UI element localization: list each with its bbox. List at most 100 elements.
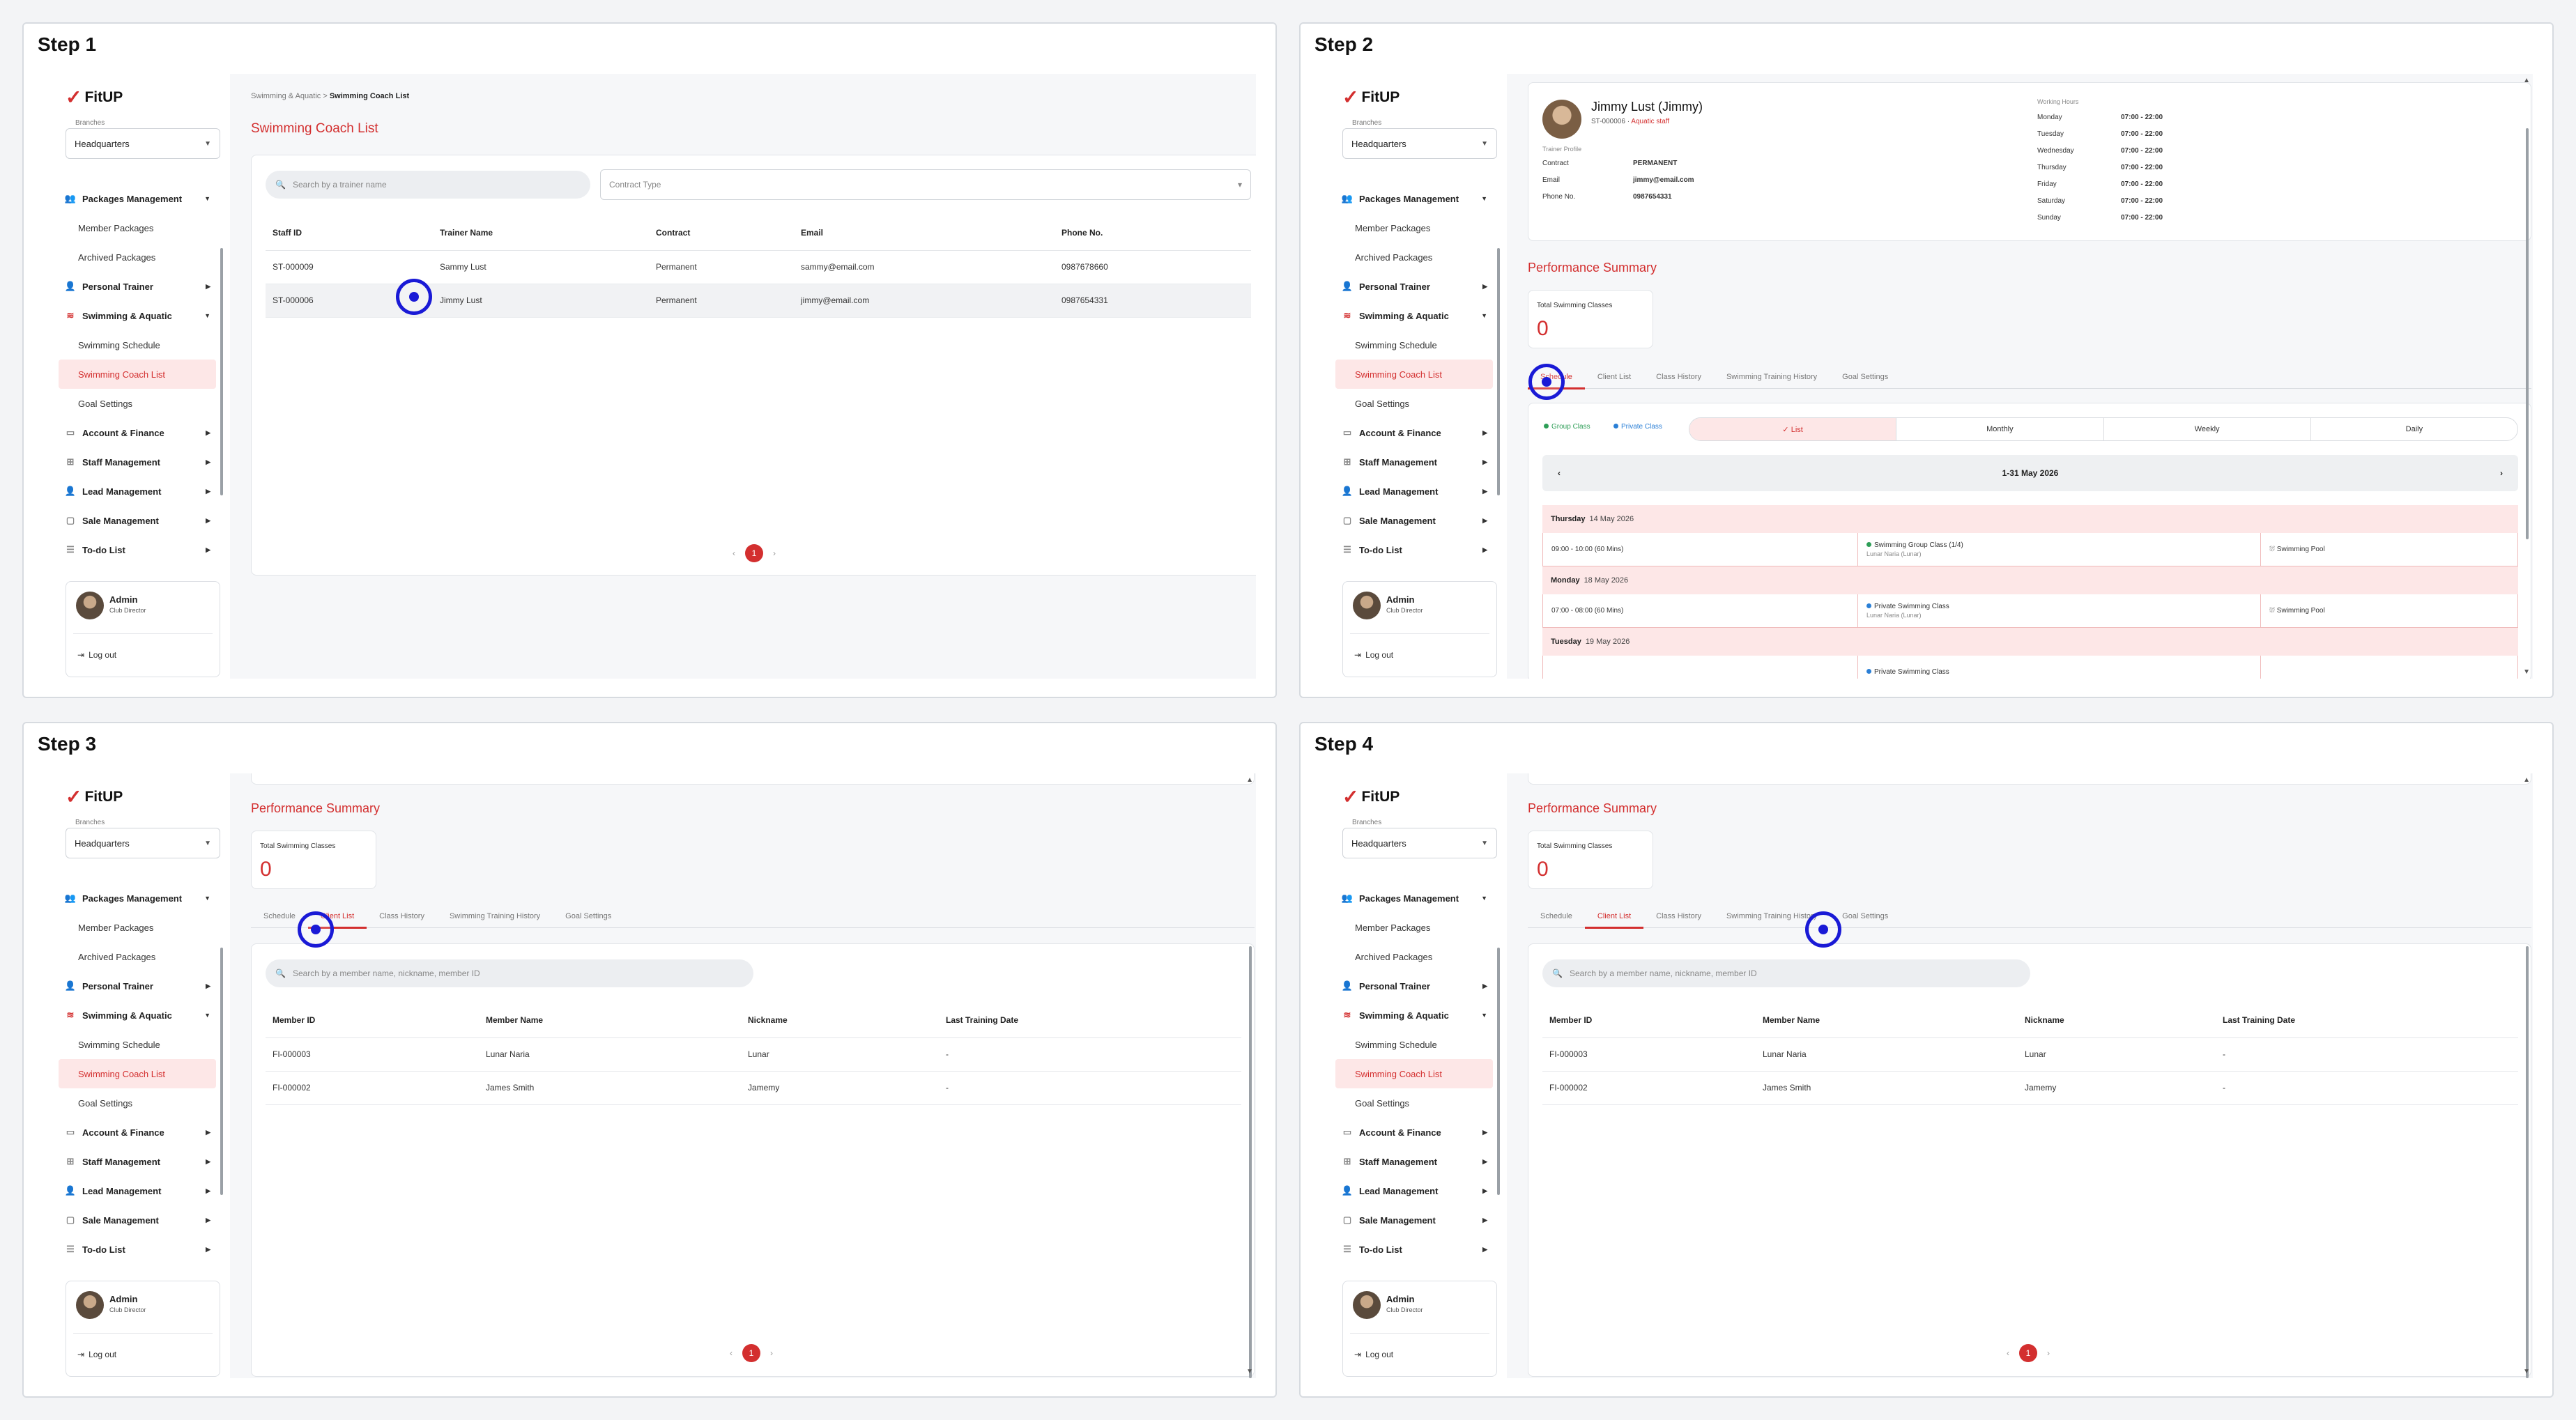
sidebar-item-lead[interactable]: 👤 Lead Management ▶ <box>64 486 210 497</box>
sidebar-item-swimming[interactable]: ≋ Swimming & Aquatic ▼ <box>59 301 216 330</box>
logout-button[interactable]: ⇥ Log out <box>77 650 117 660</box>
sidebar-item-personal-trainer[interactable]: 👤 Personal Trainer ▶ <box>64 281 210 292</box>
tab-class-history[interactable]: Class History <box>1656 911 1701 920</box>
breadcrumb-parent[interactable]: Swimming & Aquatic <box>251 92 321 100</box>
tab-goal-settings[interactable]: Goal Settings <box>565 911 612 920</box>
prev-month-icon[interactable]: ‹ <box>1558 468 1561 478</box>
branch-select[interactable]: Headquarters ▼ <box>66 828 220 858</box>
sidebar-item-swimming-schedule[interactable]: Swimming Schedule <box>78 339 160 350</box>
sidebar-item-staff[interactable]: ⊞ Staff Management ▶ <box>59 447 216 477</box>
table-row[interactable]: FI-000002 James Smith Jamemy - <box>266 1071 1241 1105</box>
sidebar-item-personal-trainer[interactable]: 👤 Personal Trainer ▶ <box>1341 281 1487 292</box>
sidebar-scrollbar[interactable] <box>220 168 223 600</box>
logout-button[interactable]: ⇥ Log out <box>1354 1350 1394 1359</box>
sidebar-item-swimming[interactable]: ≋ Swimming & Aquatic ▼ <box>1335 301 1493 330</box>
sidebar-item-account[interactable]: ▭ Account & Finance ▶ <box>1335 418 1493 447</box>
sidebar-item-account[interactable]: ▭ Account & Finance ▶ <box>59 418 216 447</box>
schedule-event[interactable]: 09:00 - 10:00 (60 Mins) Swimming Group C… <box>1542 533 2518 566</box>
page-button[interactable]: 1 <box>2019 1344 2037 1362</box>
sidebar-item-swimming-coach-list[interactable]: Swimming Coach List <box>59 360 216 389</box>
tab-class-history[interactable]: Class History <box>1656 372 1701 381</box>
view-monthly[interactable]: Monthly <box>1896 418 2104 440</box>
scroll-down-icon[interactable]: ▼ <box>2523 1368 2530 1375</box>
sidebar-item-packages[interactable]: 👥 Packages Management ▼ <box>1341 193 1487 204</box>
scroll-up-icon[interactable]: ▲ <box>2523 77 2530 84</box>
tab-schedule[interactable]: Schedule <box>263 911 296 920</box>
tab-goal-settings[interactable]: Goal Settings <box>1842 911 1889 920</box>
sidebar-item-sale[interactable]: ▢ Sale Management ▶ <box>1335 506 1493 535</box>
main-scrollbar[interactable] <box>1249 946 1252 1378</box>
sidebar-item-sale[interactable]: ▢ Sale Management ▶ <box>59 506 216 535</box>
view-list[interactable]: ✓ List <box>1689 418 1897 440</box>
table-row[interactable]: FI-000002 James Smith Jamemy - <box>1542 1071 2518 1105</box>
view-daily[interactable]: Daily <box>2405 425 2423 433</box>
scroll-up-icon[interactable]: ▲ <box>2523 776 2530 784</box>
sidebar-item-member-packages[interactable]: Member Packages <box>1355 922 1431 933</box>
sidebar-item-sale[interactable]: ▢ Sale Management ▶ <box>1335 1205 1493 1235</box>
branch-select[interactable]: Headquarters ▼ <box>1342 828 1497 858</box>
prev-page-icon[interactable]: ‹ <box>2007 1348 2009 1358</box>
tab-client-list[interactable]: Client List <box>1584 904 1644 929</box>
main-scrollbar[interactable] <box>2526 946 2529 1378</box>
sidebar-item-staff[interactable]: ⊞ Staff Management ▶ <box>1335 1147 1493 1176</box>
logout-button[interactable]: ⇥ Log out <box>1354 650 1394 660</box>
prev-page-icon[interactable]: ‹ <box>733 548 735 558</box>
branch-select[interactable]: Headquarters ▼ <box>1342 128 1497 159</box>
sidebar-item-account[interactable]: ▭ Account & Finance ▶ <box>1335 1118 1493 1147</box>
sidebar-item-goal-settings[interactable]: Goal Settings <box>1355 398 1410 409</box>
sidebar-item-swimming-coach-list[interactable]: Swimming Coach List <box>1335 1059 1493 1088</box>
sidebar-item-packages[interactable]: 👥 Packages Management ▼ <box>64 193 210 204</box>
schedule-event[interactable]: Private Swimming Class <box>1542 656 2518 679</box>
tab-swimming-training-history[interactable]: Swimming Training History <box>1726 372 1818 381</box>
schedule-event[interactable]: 07:00 - 08:00 (60 Mins) Private Swimming… <box>1542 594 2518 628</box>
tab-swimming-training-history[interactable]: Swimming Training History <box>1726 911 1818 920</box>
branch-select[interactable]: Headquarters ▼ <box>66 128 220 159</box>
search-input[interactable]: 🔍 Search by a member name, nickname, memb… <box>266 959 753 987</box>
page-button[interactable]: 1 <box>742 1344 760 1362</box>
sidebar-item-todo[interactable]: ☰ To-do List ▶ <box>1335 535 1493 557</box>
sidebar-item-swimming-schedule[interactable]: Swimming Schedule <box>1355 339 1437 350</box>
sidebar-item-todo[interactable]: ☰ To-do List ▶ <box>59 1235 216 1257</box>
sidebar-item-goal-settings[interactable]: Goal Settings <box>78 398 133 409</box>
sidebar-item-staff[interactable]: ⊞ Staff Management ▶ <box>59 1147 216 1176</box>
sidebar-item-swimming-schedule[interactable]: Swimming Schedule <box>78 1039 160 1050</box>
sidebar-item-goal-settings[interactable]: Goal Settings <box>1355 1097 1410 1109</box>
scroll-down-icon[interactable]: ▼ <box>2523 668 2530 676</box>
sidebar-item-personal-trainer[interactable]: 👤 Personal Trainer ▶ <box>1341 980 1487 991</box>
sidebar-item-archived-packages[interactable]: Archived Packages <box>78 951 156 962</box>
tab-class-history[interactable]: Class History <box>379 911 424 920</box>
sidebar-item-archived-packages[interactable]: Archived Packages <box>78 252 156 263</box>
main-scrollbar[interactable] <box>2526 128 2529 539</box>
sidebar-scrollbar[interactable] <box>1497 168 1500 600</box>
sidebar-item-lead[interactable]: 👤 Lead Management ▶ <box>1341 486 1487 497</box>
search-input[interactable]: 🔍 Search by a member name, nickname, memb… <box>1542 959 2030 987</box>
sidebar-item-personal-trainer[interactable]: 👤 Personal Trainer ▶ <box>64 980 210 991</box>
table-row[interactable]: ST-000009 Sammy Lust Permanent sammy@ema… <box>266 250 1251 284</box>
search-input[interactable]: 🔍 Search by a trainer name <box>266 171 590 199</box>
sidebar-item-packages[interactable]: 👥 Packages Management ▼ <box>64 893 210 904</box>
sidebar-item-swimming-coach-list[interactable]: Swimming Coach List <box>1335 360 1493 389</box>
sidebar-item-member-packages[interactable]: Member Packages <box>1355 222 1431 233</box>
sidebar-item-swimming[interactable]: ≋ Swimming & Aquatic ▼ <box>59 1001 216 1030</box>
sidebar-item-goal-settings[interactable]: Goal Settings <box>78 1097 133 1109</box>
sidebar-item-swimming-schedule[interactable]: Swimming Schedule <box>1355 1039 1437 1050</box>
tab-client-list[interactable]: Client List <box>1597 372 1632 381</box>
sidebar-item-lead[interactable]: 👤 Lead Management ▶ <box>64 1185 210 1196</box>
next-page-icon[interactable]: › <box>2047 1348 2050 1358</box>
sidebar-item-account[interactable]: ▭ Account & Finance ▶ <box>59 1118 216 1147</box>
sidebar-item-archived-packages[interactable]: Archived Packages <box>1355 252 1433 263</box>
page-button[interactable]: 1 <box>745 544 763 562</box>
sidebar-item-member-packages[interactable]: Member Packages <box>78 222 154 233</box>
sidebar-item-todo[interactable]: ☰ To-do List ▶ <box>1335 1235 1493 1257</box>
tab-goal-settings[interactable]: Goal Settings <box>1842 372 1889 381</box>
logout-button[interactable]: ⇥ Log out <box>77 1350 117 1359</box>
sidebar-item-swimming-coach-list[interactable]: Swimming Coach List <box>59 1059 216 1088</box>
table-row[interactable]: ST-000006 Jimmy Lust Permanent jimmy@ema… <box>266 284 1251 318</box>
scroll-up-icon[interactable]: ▲ <box>1246 776 1253 784</box>
sidebar-item-lead[interactable]: 👤 Lead Management ▶ <box>1341 1185 1487 1196</box>
sidebar-item-archived-packages[interactable]: Archived Packages <box>1355 951 1433 962</box>
tab-swimming-training-history[interactable]: Swimming Training History <box>449 911 541 920</box>
contract-type-select[interactable]: Contract Type ▾ <box>600 169 1251 200</box>
sidebar-scrollbar[interactable] <box>1497 867 1500 1299</box>
sidebar-item-member-packages[interactable]: Member Packages <box>78 922 154 933</box>
